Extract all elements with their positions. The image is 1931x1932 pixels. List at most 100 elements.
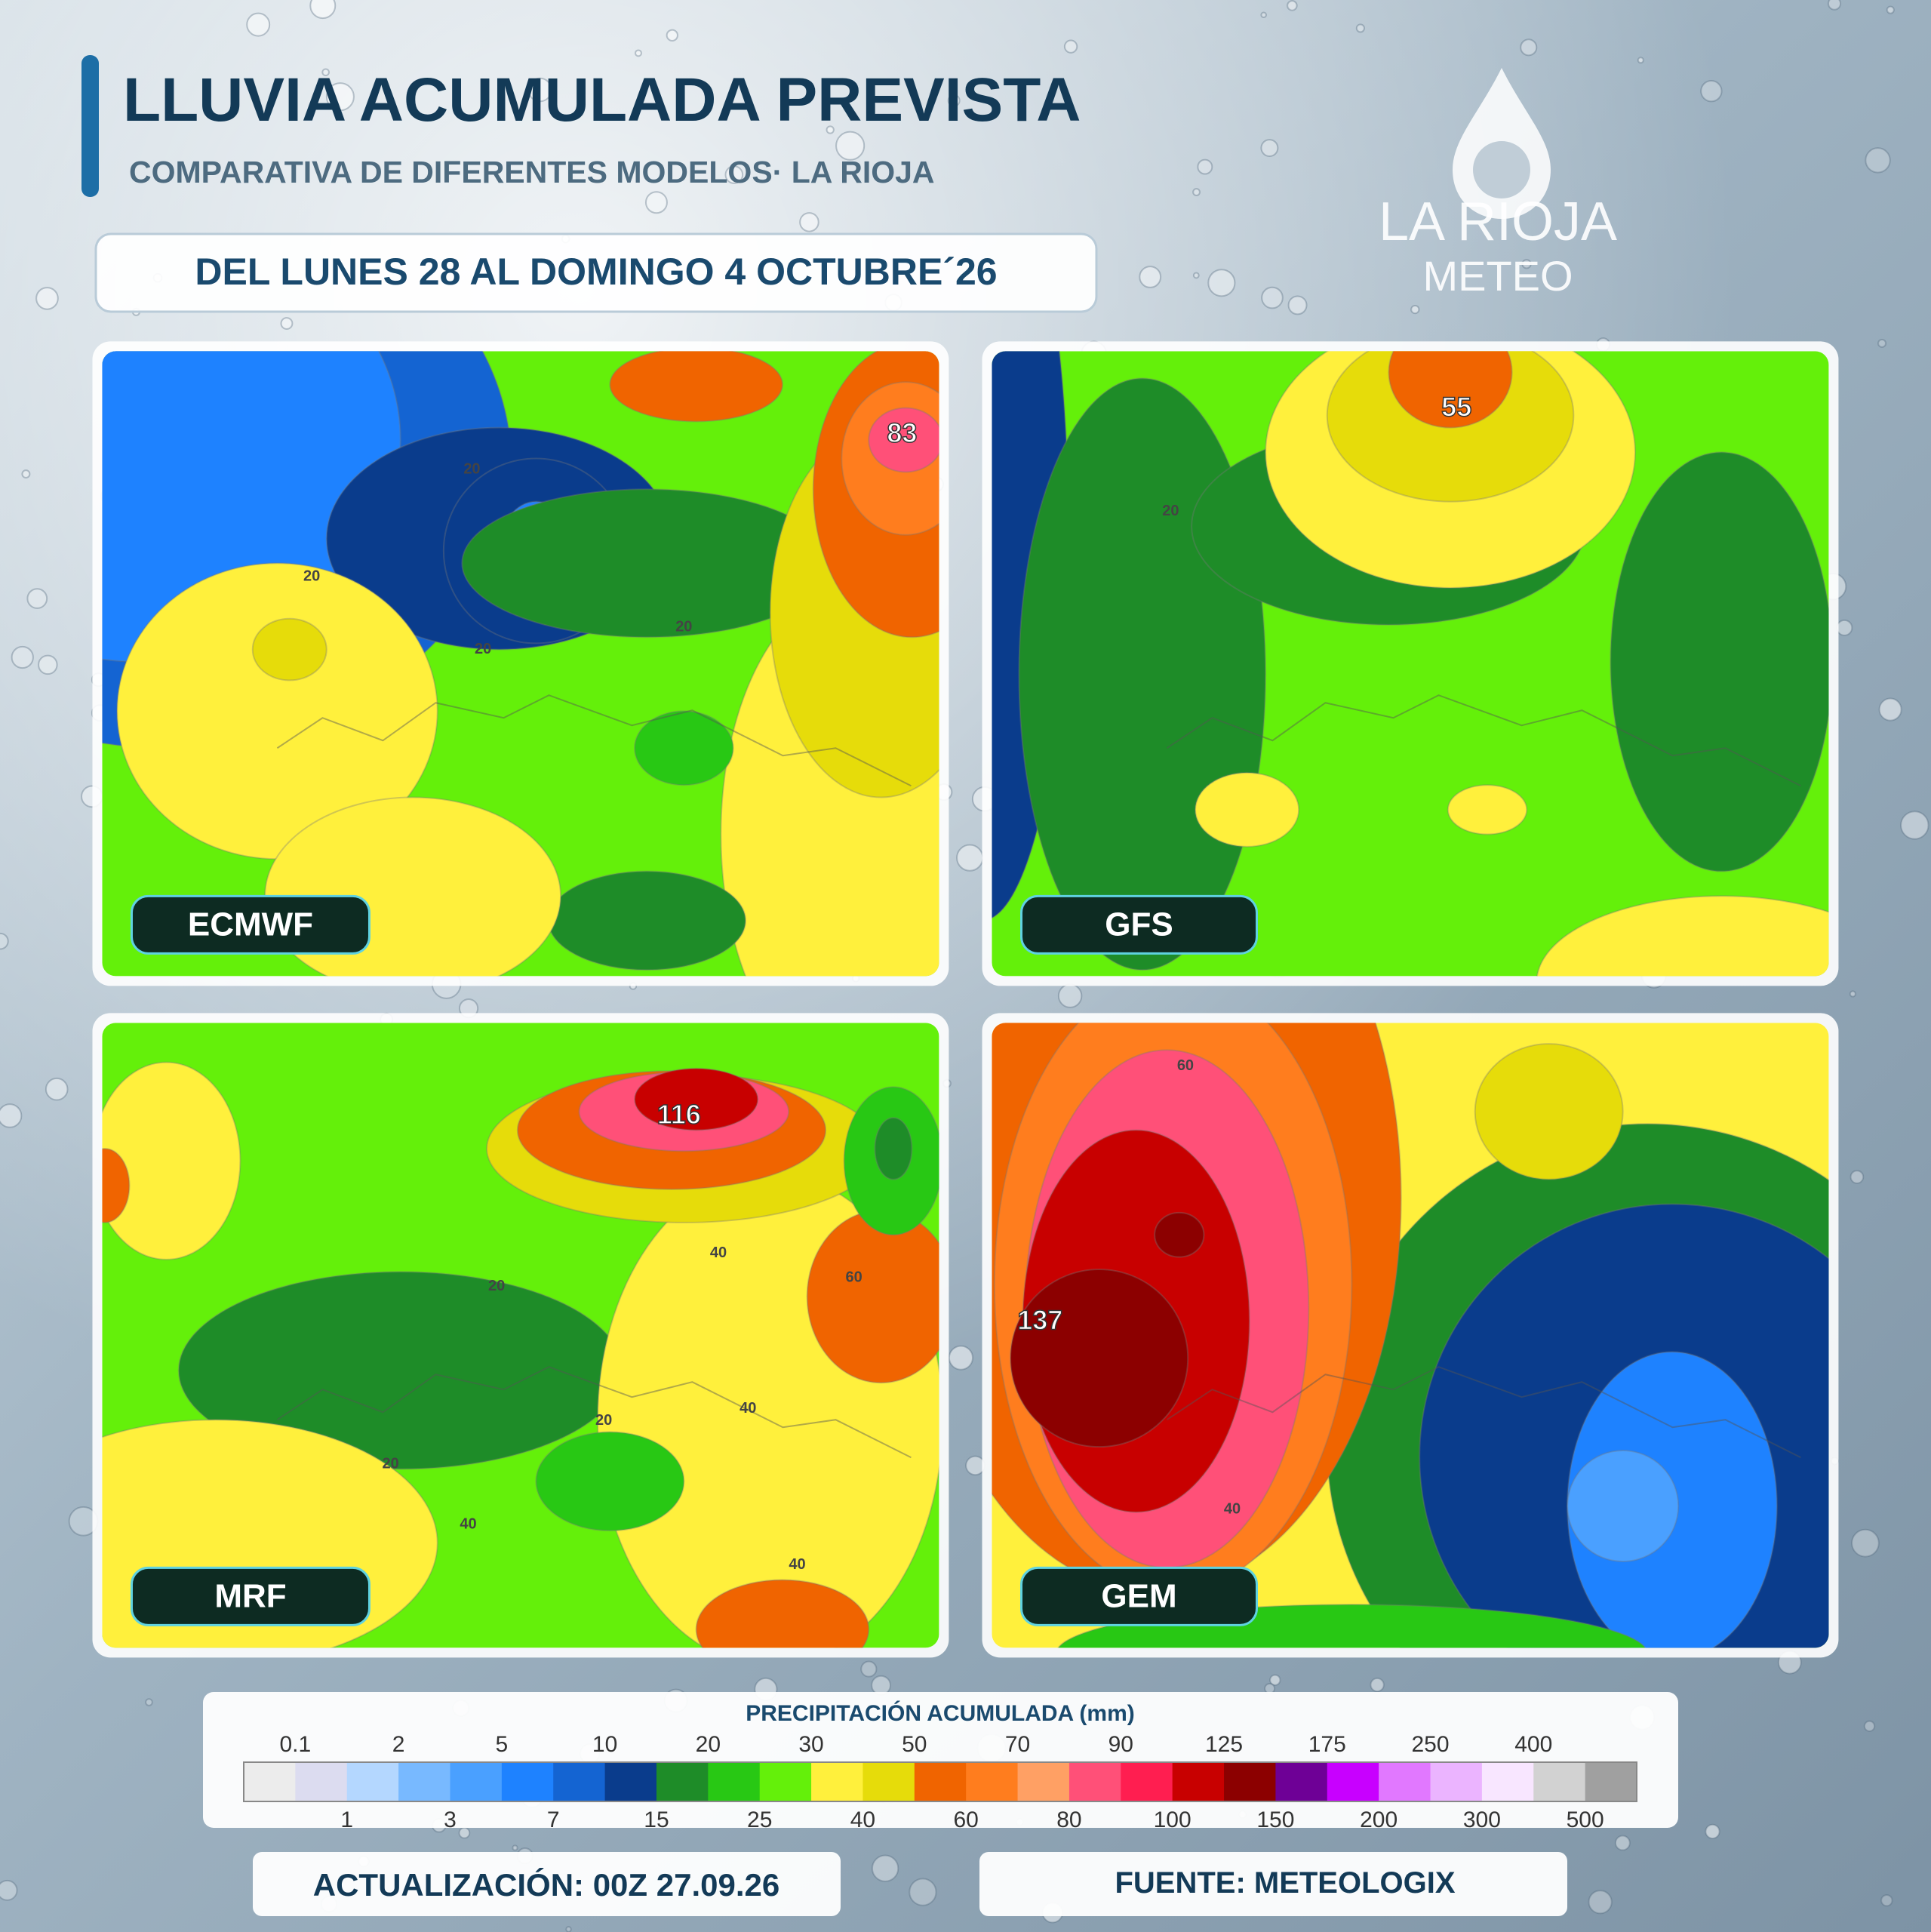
contour-label: 20 [383, 1455, 399, 1472]
contour-label: 20 [595, 1412, 612, 1429]
map: 55 20 [992, 351, 1829, 977]
legend-label: 20 [696, 1732, 721, 1757]
rain-drop [1705, 1823, 1720, 1839]
legend-label: 500 [1567, 1807, 1604, 1832]
rain-drop [1057, 983, 1083, 1008]
rain-drop [1192, 272, 1200, 279]
rain-drop [1197, 158, 1213, 175]
rain-drop [835, 131, 866, 161]
legend-swatch [346, 1762, 399, 1801]
rain-drop [1063, 39, 1078, 54]
rain-drop [0, 932, 9, 950]
rain-drop [1355, 23, 1365, 33]
legend-label: 0.1 [280, 1732, 312, 1757]
rain-area [535, 1431, 685, 1532]
legend-label: 60 [953, 1807, 978, 1832]
contour-label: 20 [675, 618, 692, 635]
rain-drop [635, 49, 642, 57]
legend-swatch [759, 1762, 812, 1801]
legend-swatch [1430, 1762, 1483, 1801]
region-border [1166, 694, 1801, 787]
rain-drop [724, 165, 744, 184]
legend-swatch [811, 1762, 863, 1801]
legend-swatch [1224, 1762, 1276, 1801]
update-box [253, 1852, 841, 1916]
rain-area [1010, 1268, 1189, 1448]
rain-area [1018, 377, 1267, 971]
contour-label: 137 [1017, 1305, 1062, 1336]
rain-drop [1410, 304, 1420, 315]
rain-drop [1637, 57, 1644, 64]
rain-drop [26, 588, 48, 609]
rain-drop [1264, 1682, 1276, 1694]
rain-drop [956, 844, 984, 872]
rain-drop [826, 125, 835, 134]
rain-drop [1849, 990, 1856, 998]
legend-label: 7 [547, 1807, 560, 1832]
rain-drop [1260, 139, 1279, 158]
legend-swatch [1481, 1762, 1534, 1801]
legend-outline [243, 1761, 1637, 1802]
contour-label: 55 [1441, 392, 1471, 423]
rain-drop [1865, 147, 1891, 174]
rain-drop [965, 1455, 985, 1476]
legend-swatch [398, 1762, 450, 1801]
legend-swatch [1327, 1762, 1379, 1801]
legend-swatch [244, 1762, 296, 1801]
rain-drop [1139, 266, 1162, 288]
maps: 83 20 20 20 20 ECMWF 55 20 GFS 116 40 60 20 40 20 20 40 4… [92, 341, 1839, 1658]
contour-label: 20 [475, 641, 491, 657]
subtitle: COMPARATIVA DE DIFERENTES MODELOS· LA RI… [129, 155, 935, 189]
legend-label: 70 [1005, 1732, 1030, 1757]
legend-label: 40 [850, 1807, 875, 1832]
rain-drop [1261, 286, 1284, 309]
rain-drop [909, 1878, 937, 1906]
contour-label: 20 [463, 460, 480, 477]
rain-drop [11, 645, 34, 669]
rain-drop [45, 1077, 69, 1101]
contour-label: 20 [1162, 503, 1179, 519]
rain-drop [321, 68, 330, 77]
rain-drop [1886, 5, 1895, 14]
rain-area [1567, 1450, 1680, 1563]
model-badge [1020, 1566, 1259, 1626]
rain-area [547, 870, 746, 971]
rain-drop [871, 1854, 899, 1882]
legend-swatch [656, 1762, 709, 1801]
rain-drop [1269, 1674, 1281, 1686]
rain-drop [38, 654, 58, 675]
logo-emblem [1473, 141, 1530, 198]
contour-label: 40 [710, 1244, 727, 1261]
rain-area [1195, 771, 1300, 848]
rain-drop [1192, 188, 1201, 196]
rain-drop [309, 0, 337, 20]
rain-drop [1521, 259, 1532, 269]
region-border [276, 1366, 912, 1459]
rain-drop [1880, 1894, 1893, 1907]
legend-swatch [914, 1762, 967, 1801]
legend-swatch [553, 1762, 606, 1801]
rain-area [1474, 1043, 1624, 1180]
legend-label: 300 [1463, 1807, 1501, 1832]
model-name: MRF [214, 1577, 286, 1614]
rain-drop [1827, 0, 1842, 11]
source-box [979, 1852, 1567, 1916]
rain-drop [1588, 1890, 1613, 1915]
legend-label: 80 [1056, 1807, 1081, 1832]
rain-drop [947, 94, 961, 107]
contour-label: 40 [739, 1400, 756, 1417]
rain-area [1388, 351, 1513, 429]
rain-drop [799, 212, 819, 232]
contour-label: 40 [1224, 1501, 1241, 1518]
rain-drop [0, 1879, 18, 1901]
contour-label: 20 [303, 568, 320, 585]
region-border [1166, 1366, 1801, 1459]
legend-label: 400 [1514, 1732, 1552, 1757]
legend-label: 3 [444, 1807, 457, 1832]
legend-label: 90 [1108, 1732, 1133, 1757]
legend-swatch [1069, 1762, 1121, 1801]
legend-label: 30 [798, 1732, 823, 1757]
